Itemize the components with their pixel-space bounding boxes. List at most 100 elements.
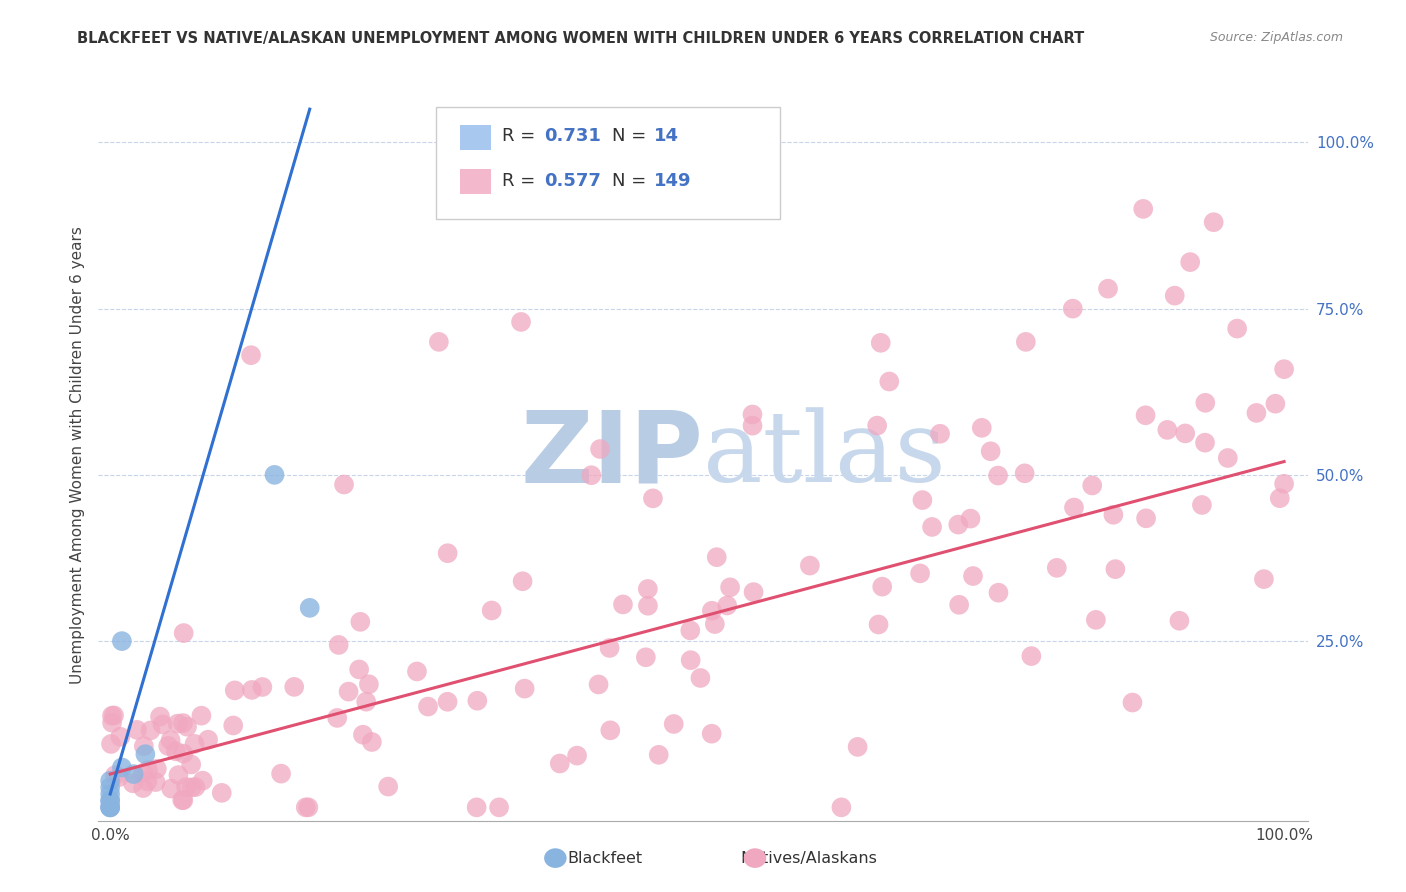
- Point: [1021, 649, 1043, 664]
- Point: [166, 716, 188, 731]
- Point: [183, 737, 205, 751]
- Point: [98, 773, 121, 788]
- Point: [145, 775, 167, 789]
- Point: [799, 558, 821, 573]
- Point: [959, 511, 981, 525]
- Point: [136, 774, 159, 789]
- Point: [377, 780, 399, 794]
- Point: [172, 716, 194, 731]
- Point: [1168, 614, 1191, 628]
- Point: [1216, 450, 1239, 465]
- Point: [152, 717, 174, 731]
- Point: [98, 780, 121, 795]
- Point: [180, 757, 202, 772]
- Point: [1097, 282, 1119, 296]
- Point: [337, 684, 360, 698]
- Point: [1272, 362, 1295, 376]
- Point: [510, 315, 533, 329]
- Text: ZIP: ZIP: [520, 407, 703, 503]
- Point: [240, 682, 263, 697]
- Text: 0.577: 0.577: [544, 172, 600, 190]
- Point: [1081, 478, 1104, 492]
- Point: [98, 794, 121, 808]
- Point: [987, 585, 1010, 599]
- Point: [980, 444, 1002, 458]
- Point: [184, 780, 207, 794]
- Text: R =: R =: [502, 172, 541, 190]
- Point: [911, 493, 934, 508]
- Text: 0.731: 0.731: [544, 128, 600, 145]
- Text: N =: N =: [612, 128, 651, 145]
- Point: [101, 708, 124, 723]
- Point: [283, 680, 305, 694]
- Point: [689, 671, 711, 685]
- Point: [101, 715, 124, 730]
- Point: [948, 598, 970, 612]
- Point: [103, 708, 125, 723]
- Point: [1135, 511, 1157, 525]
- Point: [869, 335, 891, 350]
- Point: [211, 786, 233, 800]
- Point: [908, 566, 931, 581]
- Point: [662, 717, 685, 731]
- Point: [921, 520, 943, 534]
- Point: [98, 800, 121, 814]
- Point: [637, 582, 659, 596]
- Point: [700, 727, 723, 741]
- Point: [176, 720, 198, 734]
- Point: [298, 600, 321, 615]
- Point: [297, 800, 319, 814]
- Point: [868, 617, 890, 632]
- Point: [436, 695, 458, 709]
- Point: [1246, 406, 1268, 420]
- Point: [134, 747, 156, 761]
- Point: [1084, 613, 1107, 627]
- Point: [240, 348, 263, 362]
- Point: [1014, 467, 1036, 481]
- Point: [679, 624, 702, 638]
- Point: [512, 574, 534, 589]
- Point: [1272, 476, 1295, 491]
- Point: [1191, 498, 1213, 512]
- Point: [104, 768, 127, 782]
- Point: [328, 638, 350, 652]
- Point: [125, 723, 148, 737]
- Point: [948, 517, 970, 532]
- Point: [326, 711, 349, 725]
- Point: [110, 730, 132, 744]
- Point: [513, 681, 536, 696]
- Point: [565, 748, 588, 763]
- Point: [1268, 491, 1291, 506]
- Point: [612, 598, 634, 612]
- Point: [648, 747, 671, 762]
- Point: [741, 408, 763, 422]
- Point: [830, 800, 852, 814]
- Point: [159, 733, 181, 747]
- Text: 14: 14: [654, 128, 679, 145]
- Point: [354, 695, 377, 709]
- Point: [360, 735, 382, 749]
- Point: [139, 723, 162, 738]
- Point: [1194, 435, 1216, 450]
- Point: [970, 421, 993, 435]
- Point: [1226, 321, 1249, 335]
- Point: [197, 732, 219, 747]
- Point: [599, 640, 621, 655]
- Text: 149: 149: [654, 172, 692, 190]
- Point: [742, 585, 765, 599]
- Point: [100, 737, 122, 751]
- Point: [111, 760, 134, 774]
- Point: [581, 468, 603, 483]
- Point: [416, 699, 439, 714]
- Point: [160, 781, 183, 796]
- Point: [1135, 409, 1157, 423]
- Point: [352, 728, 374, 742]
- Y-axis label: Unemployment Among Women with Children Under 6 years: Unemployment Among Women with Children U…: [69, 226, 84, 684]
- Point: [1015, 334, 1038, 349]
- Text: Natives/Alaskans: Natives/Alaskans: [740, 851, 877, 865]
- Point: [637, 599, 659, 613]
- Point: [1180, 255, 1202, 269]
- Point: [962, 569, 984, 583]
- Point: [173, 626, 195, 640]
- Point: [174, 780, 197, 794]
